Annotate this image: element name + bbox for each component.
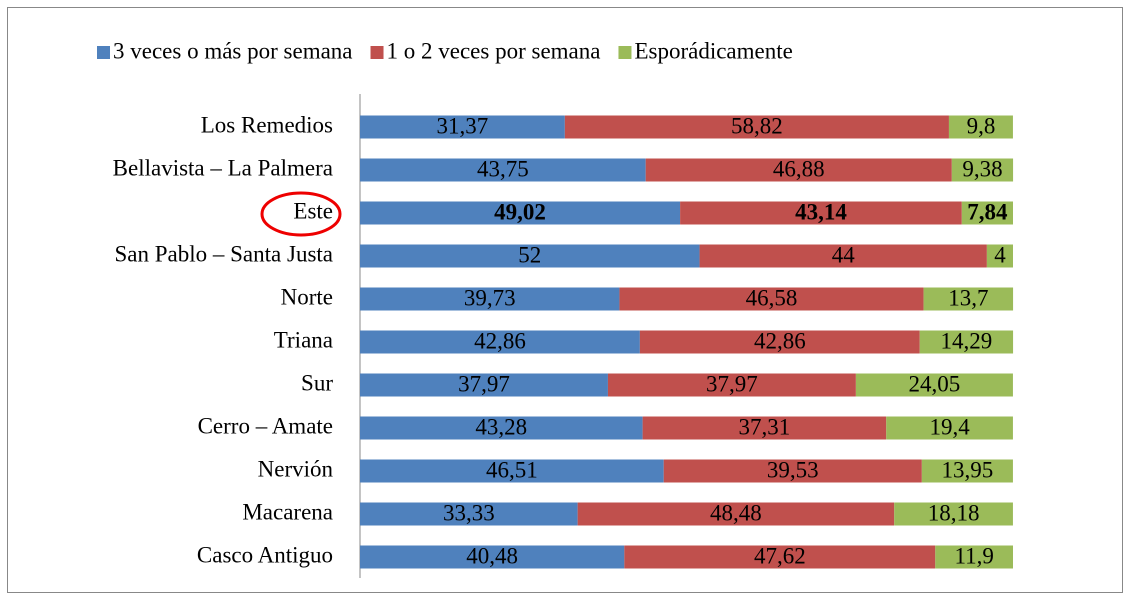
bar-segment — [360, 330, 640, 354]
data-label: 43,75 — [477, 156, 529, 181]
data-label: 46,58 — [746, 285, 798, 310]
data-label: 48,48 — [710, 500, 762, 525]
data-label: 46,88 — [773, 156, 825, 181]
bar-segment — [607, 373, 856, 397]
bar-segment — [360, 115, 565, 139]
data-label: 7,84 — [967, 199, 1008, 224]
legend-label: 1 o 2 veces por semana — [387, 38, 601, 63]
bar-segment — [577, 502, 895, 526]
bar-segment — [855, 373, 1013, 397]
bar-segment — [360, 244, 700, 268]
bar-segment — [360, 502, 578, 526]
bar-segment — [360, 373, 608, 397]
data-label: 49,02 — [494, 199, 546, 224]
bar-segment — [663, 459, 922, 483]
data-label: 11,9 — [954, 543, 993, 568]
legend-label: Esporádicamente — [634, 38, 792, 63]
data-label: 9,8 — [967, 113, 996, 138]
bar-segment — [923, 287, 1014, 311]
data-label: 13,95 — [942, 457, 994, 482]
bar-segment — [699, 244, 987, 268]
category-label: Bellavista – La Palmera — [113, 155, 333, 180]
legend-swatch — [97, 46, 110, 59]
data-label: 40,48 — [466, 543, 518, 568]
bar-segment — [986, 244, 1013, 268]
bar-segment — [894, 502, 1013, 526]
data-label: 39,73 — [464, 285, 516, 310]
bar-segment — [360, 201, 681, 225]
bar-segment — [935, 545, 1013, 569]
bar-segment — [886, 416, 1013, 440]
data-label: 19,4 — [929, 414, 970, 439]
data-label: 24,05 — [909, 371, 961, 396]
bar-segment — [619, 287, 924, 311]
data-label: 14,29 — [941, 328, 993, 353]
legend-swatch — [370, 46, 384, 59]
bar-segment — [639, 330, 920, 354]
bar-segment — [961, 201, 1013, 225]
bar-segment — [948, 115, 1013, 139]
data-label: 4 — [994, 242, 1006, 267]
data-label: 13,7 — [948, 285, 988, 310]
bar-segment — [360, 287, 620, 311]
data-label: 46,51 — [486, 457, 538, 482]
data-label: 18,18 — [928, 500, 980, 525]
category-label: Sur — [301, 370, 333, 395]
data-label: 43,14 — [795, 199, 847, 224]
category-label: Macarena — [242, 499, 333, 524]
category-label: Este — [293, 198, 333, 223]
data-label: 37,97 — [706, 371, 758, 396]
category-label: Los Remedios — [201, 112, 333, 137]
category-label: San Pablo – Santa Justa — [115, 241, 334, 266]
data-label: 37,31 — [739, 414, 791, 439]
data-label: 9,38 — [962, 156, 1002, 181]
bar-segment — [564, 115, 949, 139]
bar-segment — [919, 330, 1014, 354]
bar-segment — [360, 545, 625, 569]
data-label: 44 — [832, 242, 856, 267]
category-label: Norte — [281, 284, 333, 309]
data-label: 42,86 — [474, 328, 526, 353]
category-label: Casco Antiguo — [197, 542, 333, 567]
bar-segment — [921, 459, 1013, 483]
bar-segment — [680, 201, 962, 225]
bar-segment — [645, 158, 952, 182]
category-label: Triana — [274, 327, 333, 352]
category-label: Cerro – Amate — [198, 413, 333, 438]
data-label: 43,28 — [475, 414, 527, 439]
highlight-circle — [260, 191, 342, 237]
legend-swatch — [618, 46, 632, 59]
bar-segment — [360, 459, 664, 483]
data-label: 37,97 — [458, 371, 510, 396]
bar-segment — [951, 158, 1014, 182]
bar-segment — [360, 158, 646, 182]
data-label: 58,82 — [731, 113, 783, 138]
bar-segment — [624, 545, 936, 569]
data-label: 31,37 — [437, 113, 489, 138]
data-label: 47,62 — [754, 543, 806, 568]
bar-segment — [360, 416, 643, 440]
legend-label: 3 veces o más por semana — [113, 38, 353, 63]
data-label: 39,53 — [767, 457, 819, 482]
data-label: 33,33 — [443, 500, 495, 525]
bar-segment — [642, 416, 887, 440]
data-label: 42,86 — [754, 328, 806, 353]
category-label: Nervión — [258, 456, 334, 481]
data-label: 52 — [518, 242, 541, 267]
